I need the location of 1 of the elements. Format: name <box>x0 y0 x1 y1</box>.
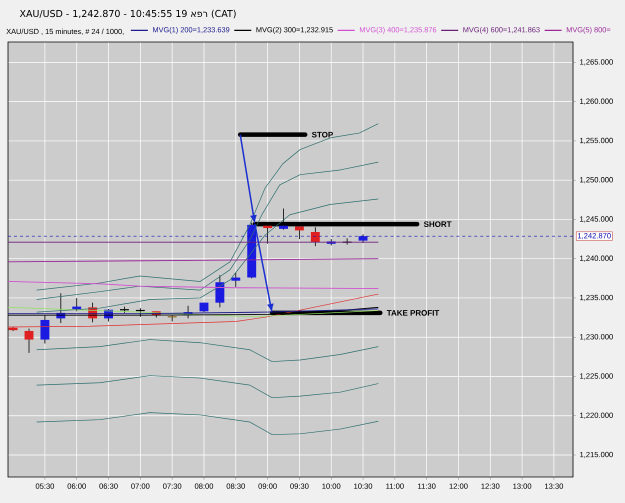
chart-title: XAU/USD - 1,242.870 - 10:45:55 19 אפר (CAT) <box>20 10 236 18</box>
